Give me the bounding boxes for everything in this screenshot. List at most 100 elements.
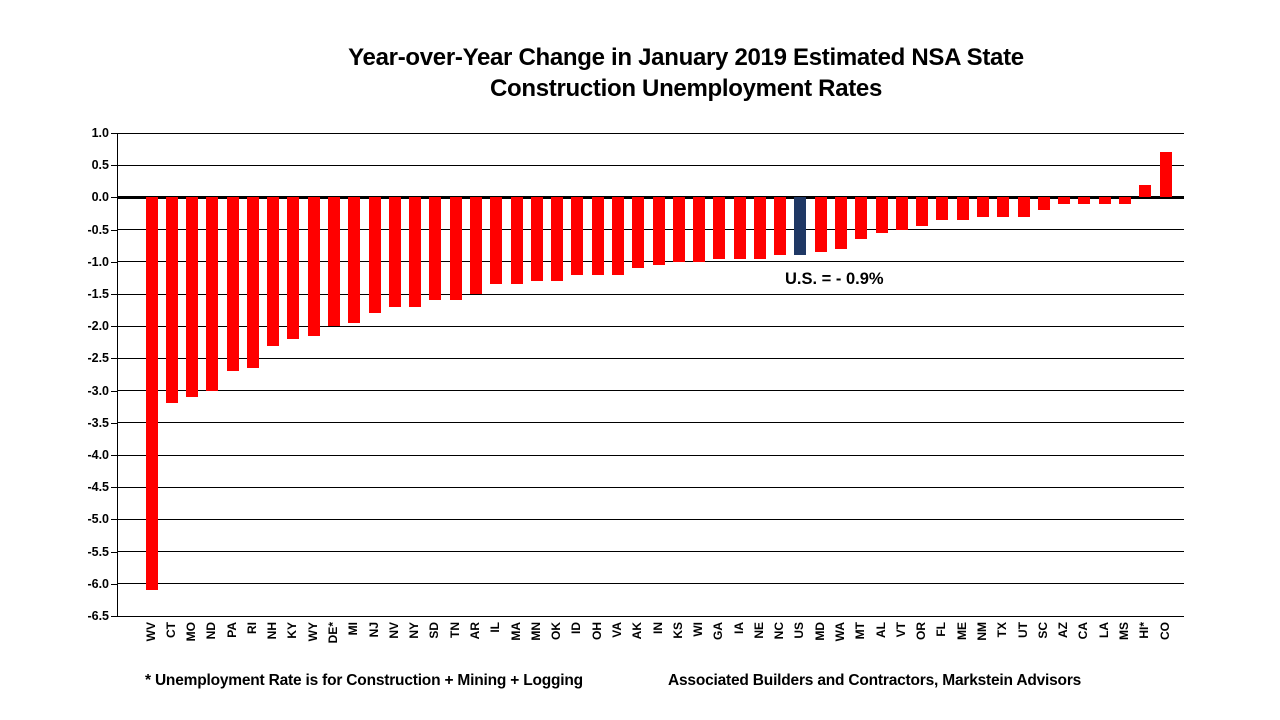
y-axis-tick xyxy=(111,487,118,489)
x-axis-label-MI: MI xyxy=(346,622,361,636)
x-axis-label-DE: DE* xyxy=(326,622,341,644)
gridline xyxy=(118,551,1184,553)
x-axis-label-VT: VT xyxy=(893,622,908,638)
bar-NV xyxy=(388,197,401,307)
bar-ID xyxy=(571,197,584,275)
bar-HI xyxy=(1139,184,1152,198)
x-axis-label-MS: MS xyxy=(1116,622,1131,640)
x-axis-label-SD: SD xyxy=(427,622,442,639)
x-axis-label-NY: NY xyxy=(407,622,422,639)
bar-AL xyxy=(875,197,888,233)
y-axis-label: -2.5 xyxy=(87,351,109,366)
y-axis-label: -5.5 xyxy=(87,544,109,559)
bar-WA xyxy=(835,197,848,249)
y-axis-tick xyxy=(111,358,118,360)
x-axis-label-OR: OR xyxy=(914,622,929,640)
y-axis-tick xyxy=(111,326,118,328)
bar-IA xyxy=(733,197,746,259)
x-axis-label-WI: WI xyxy=(691,622,706,637)
bar-SC xyxy=(1037,197,1050,211)
y-axis-label: -5.0 xyxy=(87,512,109,527)
x-axis-label-LA: LA xyxy=(1096,622,1111,638)
y-axis-tick xyxy=(111,229,118,231)
bar-AR xyxy=(469,197,482,294)
y-axis-label: -2.0 xyxy=(87,319,109,334)
y-axis-tick xyxy=(111,455,118,456)
x-axis-label-TN: TN xyxy=(447,622,462,638)
y-axis-tick xyxy=(111,422,118,424)
y-axis-tick xyxy=(111,197,118,199)
bar-FL xyxy=(936,197,949,220)
x-axis-label-NM: NM xyxy=(974,622,989,641)
bar-OK xyxy=(551,197,564,282)
bar-OR xyxy=(916,197,929,227)
y-axis-label: -4.0 xyxy=(87,448,109,462)
bar-US xyxy=(794,197,807,256)
bar-DE xyxy=(328,197,341,327)
bar-NC xyxy=(774,197,787,256)
us-value-annotation: U.S. = - 0.9% xyxy=(785,270,884,288)
x-axis-label-VA: VA xyxy=(609,622,624,638)
x-axis-label-KY: KY xyxy=(285,622,300,639)
x-axis-label-IN: IN xyxy=(650,622,665,634)
x-axis-label-HI: HI* xyxy=(1137,622,1152,639)
bar-MO xyxy=(186,197,199,398)
chart-title: Year-over-Year Change in January 2019 Es… xyxy=(92,42,1280,104)
x-axis-label-MT: MT xyxy=(853,622,868,640)
bar-NE xyxy=(753,197,766,259)
gridline xyxy=(118,486,1184,488)
gridline xyxy=(118,229,1184,231)
y-axis-tick xyxy=(111,261,118,263)
gridline xyxy=(118,583,1184,585)
bar-OH xyxy=(591,197,604,275)
x-axis-label-OH: OH xyxy=(589,622,604,640)
y-axis-tick xyxy=(111,165,118,167)
y-axis-tick xyxy=(111,616,118,617)
y-axis-tick xyxy=(111,390,118,392)
bar-TN xyxy=(449,197,462,301)
gridline xyxy=(118,261,1184,263)
bar-WV xyxy=(145,197,158,591)
x-axis-label-ND: ND xyxy=(204,622,219,640)
gridline xyxy=(118,293,1184,295)
x-axis-label-MN: MN xyxy=(528,622,543,641)
chart-title-line2: Construction Unemployment Rates xyxy=(489,75,883,102)
x-axis-label-NH: NH xyxy=(265,622,280,640)
y-axis-label: -4.5 xyxy=(87,480,109,495)
bar-NY xyxy=(409,197,422,307)
bar-CO xyxy=(1159,152,1172,198)
bar-NJ xyxy=(368,197,381,314)
bar-ME xyxy=(956,197,969,220)
y-axis-label: -3.0 xyxy=(87,383,109,398)
x-axis-label-AZ: AZ xyxy=(1056,622,1071,638)
x-axis-label-WY: WY xyxy=(305,622,320,642)
x-axis-label-MD: MD xyxy=(812,622,827,641)
chart-title-line1: Year-over-Year Change in January 2019 Es… xyxy=(348,44,1024,71)
gridline xyxy=(118,390,1184,392)
bar-MT xyxy=(855,197,868,240)
gridline xyxy=(118,454,1184,456)
bar-CT xyxy=(165,197,178,404)
x-axis-label-GA: GA xyxy=(711,622,726,640)
zero-axis-line xyxy=(118,195,1184,199)
y-axis-label: -0.5 xyxy=(87,222,109,237)
x-axis-label-IL: IL xyxy=(488,622,503,633)
x-axis-label-UT: UT xyxy=(1015,622,1030,638)
x-axis-label-NC: NC xyxy=(772,622,787,640)
x-axis-label-WV: WV xyxy=(143,622,158,642)
y-axis-label: -3.5 xyxy=(87,415,109,430)
plot-area xyxy=(117,132,1184,617)
x-axis-label-NJ: NJ xyxy=(366,622,381,638)
x-axis-label-FL: FL xyxy=(934,622,949,637)
x-axis-label-CO: CO xyxy=(1157,622,1172,640)
y-axis-label: 0.0 xyxy=(91,190,109,205)
bar-AZ xyxy=(1058,197,1071,204)
footnote-text: * Unemployment Rate is for Construction … xyxy=(145,672,583,689)
bar-MI xyxy=(348,197,361,323)
gridline xyxy=(118,518,1184,520)
bar-WY xyxy=(307,197,320,336)
x-axis-label-US: US xyxy=(792,622,807,639)
gridline xyxy=(118,132,1184,134)
bar-NM xyxy=(976,197,989,217)
